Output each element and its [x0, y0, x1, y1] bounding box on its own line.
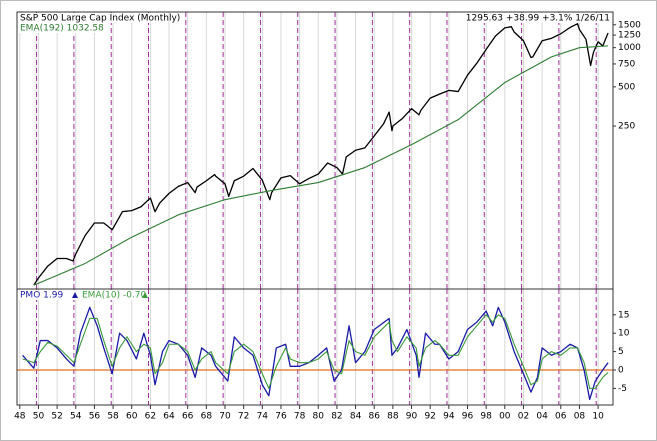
x-tick-label: 78 — [294, 412, 306, 422]
x-tick-label: 96 — [462, 412, 474, 422]
x-tick-label: 50 — [33, 412, 45, 422]
x-tick-label: 66 — [182, 412, 194, 422]
series-name: EMA(192) 1032.58 — [20, 24, 104, 34]
y-tick-label: 750 — [618, 59, 635, 69]
x-tick-label: 72 — [238, 412, 249, 422]
x-tick-label: 54 — [70, 412, 82, 422]
plot-border — [16, 11, 614, 406]
x-tick-label: 56 — [89, 412, 101, 422]
y-tick-label: 10 — [618, 329, 630, 339]
x-tick-label: 08 — [574, 412, 586, 422]
y-tick-label: 1500 — [618, 20, 641, 30]
legend-bg — [18, 13, 168, 23]
x-tick-label: 64 — [163, 412, 175, 422]
x-tick-label: 02 — [518, 412, 529, 422]
x-tick-label: 90 — [406, 412, 418, 422]
x-tick-label: 00 — [499, 412, 511, 422]
y-tick-label: 5 — [618, 347, 624, 357]
x-tick-label: 70 — [219, 412, 231, 422]
x-tick-label: 04 — [536, 412, 548, 422]
annotation-bg — [450, 13, 612, 23]
y-tick-label: 1000 — [618, 43, 641, 53]
x-tick-label: 10 — [592, 412, 604, 422]
y-tick-label: 0 — [618, 366, 624, 376]
y-tick-label: 1250 — [618, 31, 641, 41]
x-tick-label: 94 — [443, 412, 455, 422]
x-tick-label: 68 — [201, 412, 213, 422]
x-tick-label: 76 — [275, 412, 287, 422]
x-tick-label: 82 — [331, 412, 342, 422]
y-tick-label: -5 — [618, 384, 627, 394]
x-tick-label: 86 — [369, 412, 381, 422]
series-name: S&P 500 Large Cap Index (Monthly) — [20, 14, 180, 24]
x-tick-label: 88 — [387, 412, 399, 422]
y-tick-label: 500 — [618, 82, 635, 92]
legend-bg — [18, 290, 148, 300]
x-tick-label: 58 — [107, 412, 119, 422]
x-tick-label: 62 — [145, 412, 156, 422]
arrow-icon — [142, 292, 148, 298]
x-tick-label: 98 — [480, 412, 492, 422]
x-tick-label: 06 — [555, 412, 567, 422]
x-tick-label: 48 — [14, 412, 26, 422]
series-line — [22, 306, 609, 401]
series-line — [33, 23, 609, 286]
x-tick-label: 80 — [313, 412, 325, 422]
x-tick-label: 84 — [350, 412, 362, 422]
arrow-icon — [72, 292, 78, 298]
x-tick-label: 74 — [257, 412, 269, 422]
grid-layer — [17, 12, 616, 409]
annotation: 1295.63 +38.99 +3.1% 1/26/11 — [466, 14, 610, 24]
series-line — [33, 45, 609, 286]
series-name: PMO 1.99 — [20, 291, 63, 301]
series-line — [22, 314, 609, 389]
x-tick-label: 92 — [424, 412, 435, 422]
y-tick-label: 15 — [618, 310, 629, 320]
x-tick-label: 60 — [126, 412, 138, 422]
legend-bg — [18, 23, 108, 33]
x-tick-label: 52 — [51, 412, 62, 422]
y-tick-label: 250 — [618, 122, 635, 132]
series-name: EMA(10) -0.70 — [82, 291, 147, 301]
